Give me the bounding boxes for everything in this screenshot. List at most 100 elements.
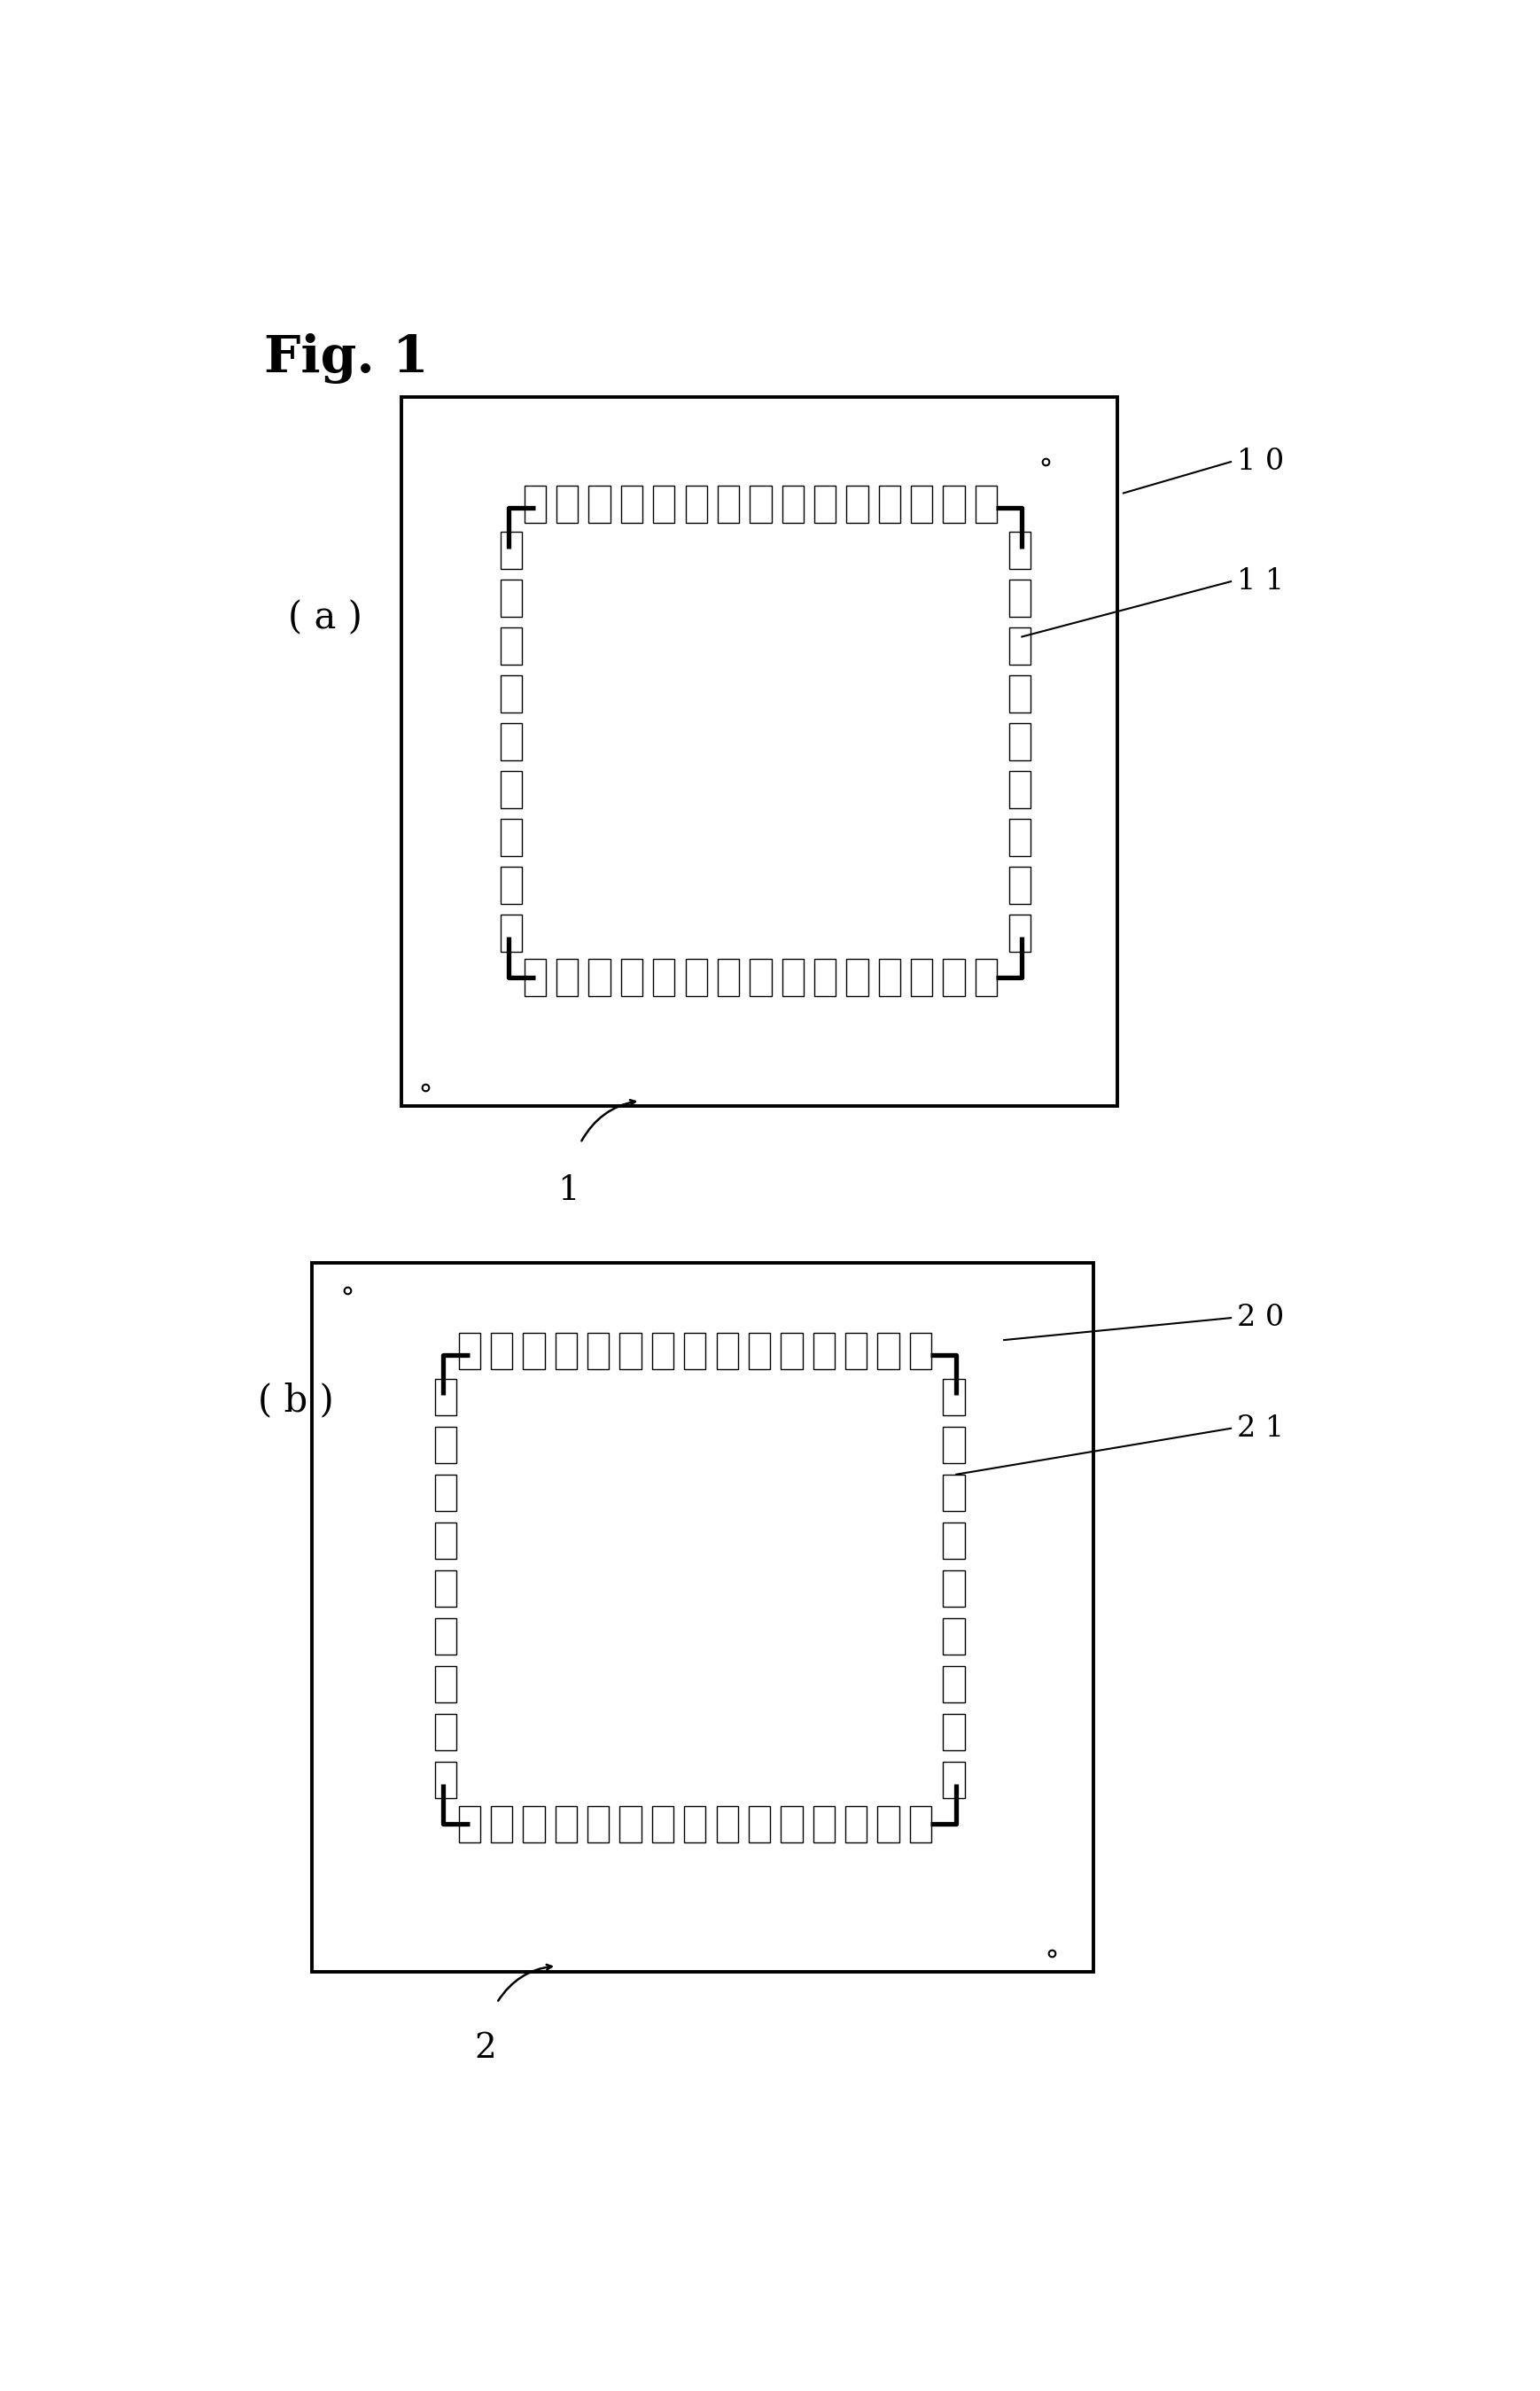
- Bar: [748, 1332, 770, 1370]
- Bar: [434, 1714, 456, 1750]
- Bar: [651, 1332, 673, 1370]
- Bar: [912, 485, 932, 524]
- Bar: [500, 868, 522, 904]
- Bar: [1009, 772, 1030, 808]
- Bar: [500, 820, 522, 856]
- Text: 2: 2: [474, 2032, 496, 2066]
- Bar: [459, 1805, 480, 1843]
- Bar: [750, 959, 772, 995]
- Bar: [878, 1332, 899, 1370]
- Bar: [524, 1332, 545, 1370]
- Bar: [942, 1667, 964, 1702]
- Bar: [434, 1475, 456, 1511]
- Bar: [718, 959, 739, 995]
- Bar: [847, 485, 869, 524]
- Bar: [459, 1332, 480, 1370]
- Bar: [402, 397, 1118, 1107]
- Bar: [942, 1762, 964, 1798]
- Bar: [1009, 626, 1030, 665]
- Bar: [621, 959, 642, 995]
- Text: 2 0: 2 0: [1237, 1303, 1284, 1332]
- Bar: [619, 1805, 641, 1843]
- Bar: [942, 1427, 964, 1463]
- Bar: [1009, 868, 1030, 904]
- Bar: [750, 485, 772, 524]
- Bar: [815, 959, 836, 995]
- Bar: [845, 1332, 867, 1370]
- Bar: [556, 485, 578, 524]
- Bar: [782, 485, 804, 524]
- Bar: [845, 1805, 867, 1843]
- Bar: [942, 1619, 964, 1655]
- Bar: [1009, 820, 1030, 856]
- Bar: [588, 485, 610, 524]
- Text: ( b ): ( b ): [259, 1382, 334, 1420]
- Bar: [975, 959, 996, 995]
- Bar: [500, 722, 522, 760]
- Bar: [313, 1262, 1093, 1973]
- Bar: [434, 1762, 456, 1798]
- Bar: [588, 1805, 608, 1843]
- Bar: [653, 485, 675, 524]
- Bar: [716, 1332, 738, 1370]
- Bar: [912, 959, 932, 995]
- Bar: [556, 1332, 578, 1370]
- Text: 2 1: 2 1: [1237, 1413, 1284, 1442]
- Text: Fig. 1: Fig. 1: [265, 332, 428, 383]
- Bar: [684, 1332, 705, 1370]
- Bar: [1009, 916, 1030, 952]
- Bar: [434, 1523, 456, 1559]
- Bar: [1009, 579, 1030, 617]
- Bar: [556, 959, 578, 995]
- Bar: [685, 959, 707, 995]
- Bar: [524, 959, 545, 995]
- Bar: [718, 485, 739, 524]
- Bar: [1009, 531, 1030, 569]
- Bar: [434, 1380, 456, 1415]
- Bar: [500, 626, 522, 665]
- Bar: [942, 1475, 964, 1511]
- Bar: [910, 1332, 932, 1370]
- Bar: [942, 1523, 964, 1559]
- Bar: [942, 959, 964, 995]
- Bar: [847, 959, 869, 995]
- Bar: [782, 959, 804, 995]
- Bar: [781, 1332, 802, 1370]
- Bar: [434, 1667, 456, 1702]
- Bar: [588, 959, 610, 995]
- Bar: [813, 1332, 835, 1370]
- Bar: [781, 1805, 802, 1843]
- Text: 1 1: 1 1: [1237, 567, 1284, 595]
- Bar: [500, 531, 522, 569]
- Bar: [942, 1714, 964, 1750]
- Bar: [684, 1805, 705, 1843]
- Bar: [434, 1619, 456, 1655]
- Bar: [813, 1805, 835, 1843]
- Bar: [910, 1805, 932, 1843]
- Bar: [524, 485, 545, 524]
- Bar: [500, 674, 522, 713]
- Bar: [1009, 674, 1030, 713]
- Bar: [500, 772, 522, 808]
- Bar: [491, 1805, 513, 1843]
- Bar: [878, 1805, 899, 1843]
- Bar: [685, 485, 707, 524]
- Bar: [500, 916, 522, 952]
- Bar: [942, 1380, 964, 1415]
- Bar: [975, 485, 996, 524]
- Bar: [500, 579, 522, 617]
- Bar: [942, 485, 964, 524]
- Bar: [491, 1332, 513, 1370]
- Bar: [651, 1805, 673, 1843]
- Bar: [524, 1805, 545, 1843]
- Bar: [621, 485, 642, 524]
- Bar: [588, 1332, 608, 1370]
- Bar: [879, 485, 901, 524]
- Bar: [556, 1805, 578, 1843]
- Bar: [748, 1805, 770, 1843]
- Bar: [815, 485, 836, 524]
- Bar: [653, 959, 675, 995]
- Bar: [716, 1805, 738, 1843]
- Bar: [434, 1571, 456, 1607]
- Bar: [434, 1427, 456, 1463]
